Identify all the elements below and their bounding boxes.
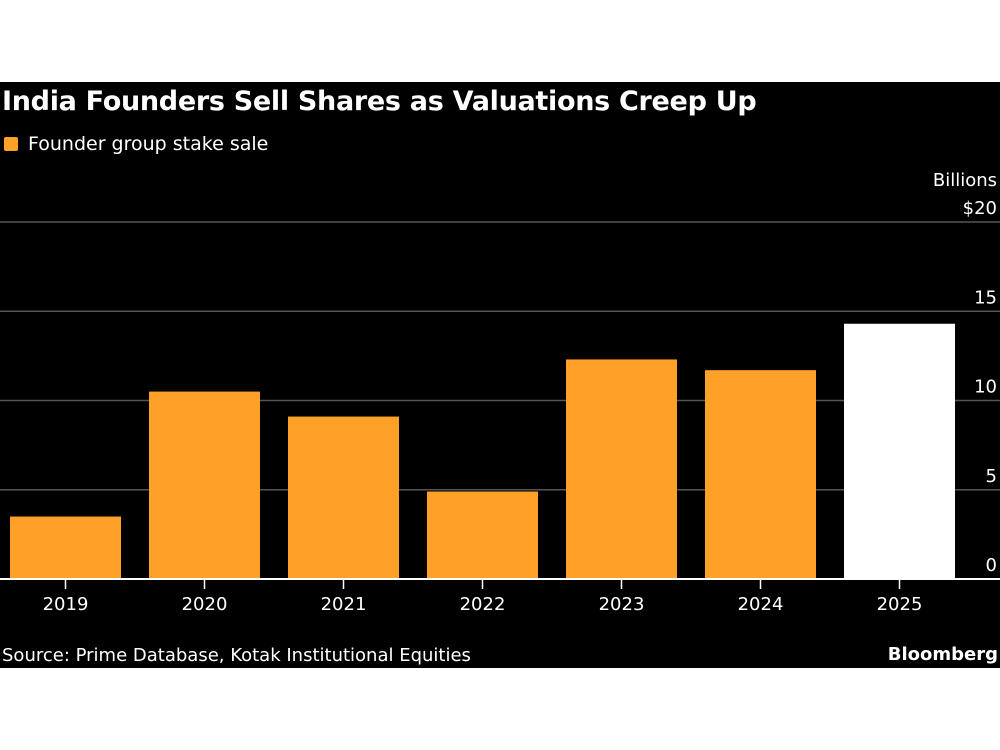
bar-chart: 0 5 10 15 $20 2019 2020 2021 2022 2023 2024 2025 — [0, 198, 1000, 615]
bloomberg-logo: Bloomberg — [887, 644, 998, 665]
y-tick-label: 0 — [986, 555, 997, 576]
bar-2024 — [705, 370, 816, 579]
x-tick-label: 2025 — [877, 594, 923, 615]
x-tick-label: 2019 — [43, 594, 89, 615]
bar-2020 — [149, 391, 260, 579]
unit-label: Billions — [932, 170, 997, 191]
legend-label: Founder group stake sale — [28, 133, 269, 155]
bar-2019 — [10, 516, 121, 579]
bar-2022 — [427, 491, 538, 579]
bar-2021 — [288, 416, 399, 579]
x-tick-label: 2021 — [321, 594, 367, 615]
x-tick-label: 2022 — [460, 594, 506, 615]
source-note: Source: Prime Database, Kotak Institutio… — [2, 645, 471, 666]
y-tick-label: 10 — [974, 377, 997, 398]
bar-2025 — [844, 323, 955, 579]
x-tick-label: 2020 — [182, 594, 228, 615]
chart-panel: India Founders Sell Shares as Valuations… — [0, 82, 1000, 668]
y-tick-label: 15 — [974, 287, 997, 308]
x-tick-label: 2023 — [599, 594, 645, 615]
y-tick-label: $20 — [963, 198, 997, 219]
legend-swatch — [4, 137, 18, 151]
x-tick-label: 2024 — [738, 594, 784, 615]
bar-2023 — [566, 359, 677, 579]
y-tick-label: 5 — [986, 466, 997, 487]
legend: Founder group stake sale — [4, 133, 268, 155]
chart-title: India Founders Sell Shares as Valuations… — [2, 86, 757, 117]
